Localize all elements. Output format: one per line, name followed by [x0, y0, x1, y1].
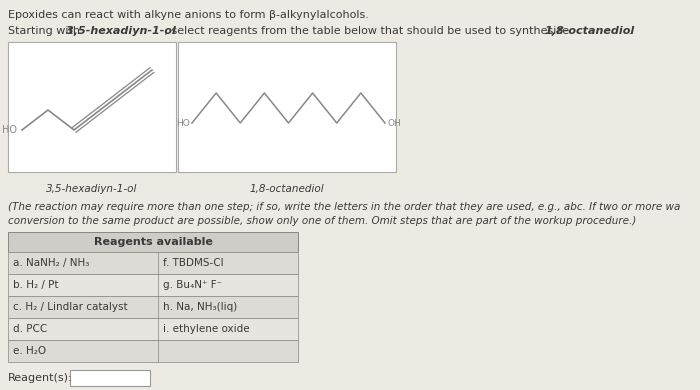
Text: (The reaction may require more than one step; if so, write the letters in the or: (The reaction may require more than one … — [8, 202, 680, 212]
Text: Epoxides can react with alkyne anions to form β-alkynylalcohols.: Epoxides can react with alkyne anions to… — [8, 10, 369, 20]
Text: HO: HO — [2, 125, 17, 135]
Bar — [178, 42, 396, 172]
Bar — [8, 296, 298, 318]
Text: c. H₂ / Lindlar catalyst: c. H₂ / Lindlar catalyst — [13, 302, 127, 312]
Text: g. Bu₄N⁺ F⁻: g. Bu₄N⁺ F⁻ — [163, 280, 222, 290]
Text: HO: HO — [176, 119, 190, 128]
Text: e. H₂O: e. H₂O — [13, 346, 46, 356]
Text: Reagents available: Reagents available — [94, 237, 212, 247]
Text: 3,5-hexadiyn-1-ol: 3,5-hexadiyn-1-ol — [66, 26, 176, 36]
Bar — [8, 252, 298, 274]
Text: , select reagents from the table below that should be used to synthesize: , select reagents from the table below t… — [161, 26, 573, 36]
Text: b. H₂ / Pt: b. H₂ / Pt — [13, 280, 59, 290]
Text: h. Na, NH₃(liq): h. Na, NH₃(liq) — [163, 302, 237, 312]
Text: 1,8-octanediol: 1,8-octanediol — [545, 26, 636, 36]
Text: f. TBDMS-Cl: f. TBDMS-Cl — [163, 258, 223, 268]
Text: a. NaNH₂ / NH₃: a. NaNH₂ / NH₃ — [13, 258, 90, 268]
Bar — [8, 42, 176, 172]
Text: i. ethylene oxide: i. ethylene oxide — [163, 324, 250, 334]
Text: OH: OH — [387, 119, 400, 128]
Bar — [8, 232, 298, 252]
Text: d. PCC: d. PCC — [13, 324, 48, 334]
Text: 1,8-octanediol: 1,8-octanediol — [250, 184, 324, 194]
Bar — [8, 318, 298, 340]
Bar — [8, 274, 298, 296]
Text: Reagent(s):: Reagent(s): — [8, 373, 73, 383]
Text: 3,5-hexadiyn-1-ol: 3,5-hexadiyn-1-ol — [46, 184, 138, 194]
Text: .: . — [625, 26, 632, 36]
Bar — [70, 370, 150, 386]
Text: conversion to the same product are possible, show only one of them. Omit steps t: conversion to the same product are possi… — [8, 216, 636, 226]
Bar — [8, 340, 298, 362]
Text: Starting with: Starting with — [8, 26, 83, 36]
